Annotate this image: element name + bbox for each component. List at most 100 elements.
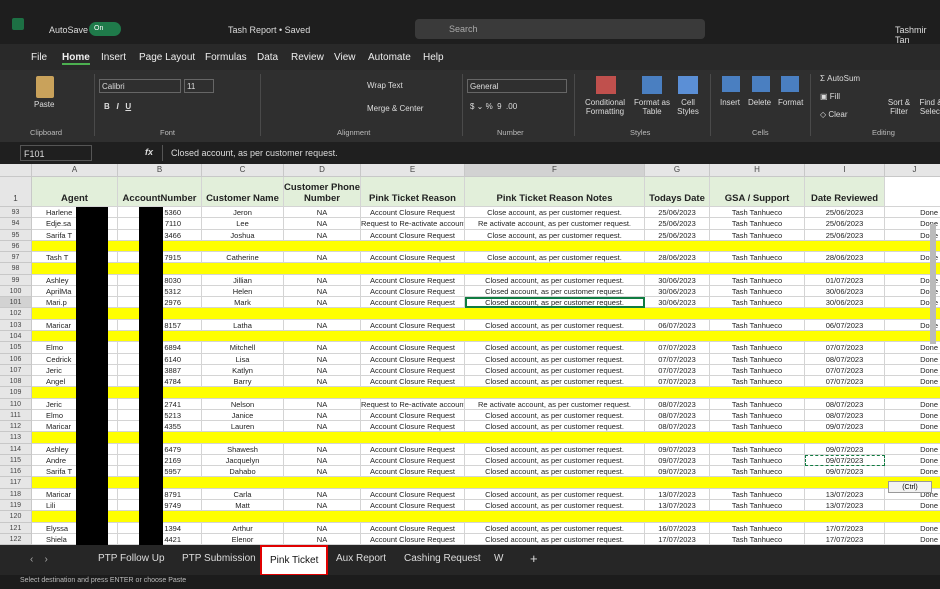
row-header[interactable]: 109 (0, 387, 32, 399)
cell[interactable]: Elyssa (32, 522, 118, 534)
sheet-tab[interactable]: W (494, 553, 504, 564)
cell[interactable]: Re activate account, as per customer req… (465, 218, 645, 230)
add-sheet[interactable]: + (530, 551, 538, 566)
cell[interactable]: 25/06/2023 (805, 207, 885, 219)
cell[interactable]: Closed account, as per customer request. (465, 522, 645, 534)
cell[interactable]: Account Closure Request (361, 229, 465, 241)
cell[interactable]: Ashley (32, 443, 118, 455)
cell[interactable]: 08/07/2023 (805, 398, 885, 410)
cell[interactable]: Tash Tanhueco (710, 443, 805, 455)
cell[interactable]: 07/07/2023 (805, 376, 885, 388)
cell[interactable]: 09/07/2023 (805, 443, 885, 455)
cell[interactable]: Katlyn (202, 364, 284, 377)
cell[interactable]: Done (885, 230, 940, 241)
cell[interactable]: Janice (202, 409, 284, 422)
sheet-tab[interactable]: Cashing Request (404, 553, 481, 564)
format-button[interactable]: Format (778, 98, 804, 107)
cell[interactable]: Tash Tanhueco (710, 252, 805, 264)
row-header[interactable]: 94 (0, 218, 32, 230)
cell[interactable]: 30/06/2023 (805, 285, 885, 298)
cell[interactable]: Maricar (32, 421, 118, 433)
cell[interactable]: Closed account, as per customer request. (465, 488, 645, 501)
cell[interactable]: Closed account, as per customer request. (465, 319, 645, 331)
row-header[interactable]: 104 (0, 330, 32, 343)
cell[interactable]: 06/07/2023 (645, 319, 710, 331)
cell[interactable]: 13/07/2023 (645, 488, 710, 501)
cell[interactable]: Done (885, 466, 940, 478)
cell[interactable]: Joshua (202, 229, 284, 241)
find-select[interactable]: Find & Select (919, 98, 940, 116)
column-header[interactable]: C (202, 164, 284, 177)
column-header[interactable]: D (284, 164, 361, 177)
wrap-text[interactable]: Wrap Text (367, 81, 403, 90)
cell[interactable]: Account Closure Request (361, 443, 465, 455)
row-header[interactable]: 114 (0, 443, 32, 455)
row-header[interactable]: 103 (0, 319, 32, 331)
cell[interactable]: Matt (202, 500, 284, 512)
cell[interactable]: 07/07/2023 (805, 364, 885, 377)
cell[interactable]: Tash Tanhueco (710, 285, 805, 298)
cell[interactable]: 08/07/2023 (645, 409, 710, 422)
cell[interactable]: NA (284, 533, 361, 545)
cell[interactable]: Tash Tanhueco (710, 207, 805, 219)
cell[interactable]: NA (284, 297, 361, 309)
cell[interactable]: Closed account, as per customer request. (465, 353, 645, 365)
cell[interactable]: Account Closure Request (361, 274, 465, 286)
cell[interactable]: 08/07/2023 (805, 353, 885, 365)
column-header[interactable]: J (885, 164, 940, 177)
cell[interactable]: Tash Tanhueco (710, 274, 805, 286)
row-header[interactable]: 117 (0, 477, 32, 489)
cell[interactable]: Elenor (202, 533, 284, 545)
cell[interactable]: Tash Tanhueco (710, 488, 805, 501)
cell[interactable]: Re activate account, as per customer req… (465, 398, 645, 410)
cell[interactable]: Closed account, as per customer request. (465, 342, 645, 354)
cell[interactable]: Close account, as per customer request. (465, 229, 645, 241)
cell[interactable]: NA (284, 207, 361, 219)
column-header[interactable]: I (805, 164, 885, 177)
menu-tab[interactable]: Page Layout (139, 52, 196, 63)
cell[interactable]: NA (284, 342, 361, 354)
cell[interactable]: 08/07/2023 (645, 398, 710, 410)
cell[interactable]: Elmo (32, 409, 118, 422)
cell[interactable]: Elmo (32, 342, 118, 354)
column-header[interactable]: H (710, 164, 805, 177)
cell[interactable]: 07/07/2023 (645, 364, 710, 377)
cell[interactable]: 13/07/2023 (805, 488, 885, 501)
cell[interactable]: Account Closure Request (361, 252, 465, 264)
cell[interactable]: 07/07/2023 (645, 353, 710, 365)
row-header[interactable]: 119 (0, 500, 32, 512)
cell[interactable]: Tash Tanhueco (710, 533, 805, 545)
cell[interactable]: NA (284, 466, 361, 478)
row-header[interactable]: 120 (0, 511, 32, 523)
cell[interactable]: Done (885, 275, 940, 286)
conditional-formatting[interactable]: Conditional Formatting (584, 98, 626, 116)
formula-content[interactable]: Closed account, as per customer request. (162, 145, 940, 161)
cell[interactable]: Tash Tanhueco (710, 522, 805, 534)
cell[interactable]: Maricar (32, 488, 118, 501)
cell[interactable]: Lee (202, 218, 284, 230)
row-header[interactable]: 105 (0, 342, 32, 354)
cell[interactable]: Account Closure Request (361, 207, 465, 219)
cell[interactable]: Arthur (202, 522, 284, 534)
menu-tab[interactable]: Formulas (205, 52, 247, 63)
cell[interactable]: Closed account, as per customer request. (465, 285, 645, 298)
cell[interactable]: Sarifa T (32, 229, 118, 241)
cell[interactable]: Done (885, 410, 940, 422)
cell[interactable]: NA (284, 319, 361, 331)
cell[interactable]: Account Closure Request (361, 522, 465, 534)
cell[interactable]: 09/07/2023 (805, 466, 885, 478)
cell[interactable]: Mitchell (202, 342, 284, 354)
sheet-tab[interactable]: Aux Report (336, 553, 387, 564)
menu-tab[interactable]: File (31, 52, 48, 63)
cell[interactable]: Request to Re-activate account (361, 218, 465, 230)
cell[interactable]: Jeric (32, 364, 118, 377)
fx-button[interactable]: fx (145, 147, 154, 157)
sheet-tab[interactable]: PTP Submission (182, 553, 256, 564)
cell[interactable]: Done (885, 286, 940, 298)
cell[interactable]: Tash Tanhueco (710, 466, 805, 478)
sort-filter[interactable]: Sort & Filter (887, 98, 911, 116)
cell[interactable]: Andre (32, 454, 118, 467)
row-header[interactable]: 1 (0, 177, 32, 207)
column-header[interactable]: B (118, 164, 202, 177)
cell[interactable]: Done (885, 320, 940, 331)
